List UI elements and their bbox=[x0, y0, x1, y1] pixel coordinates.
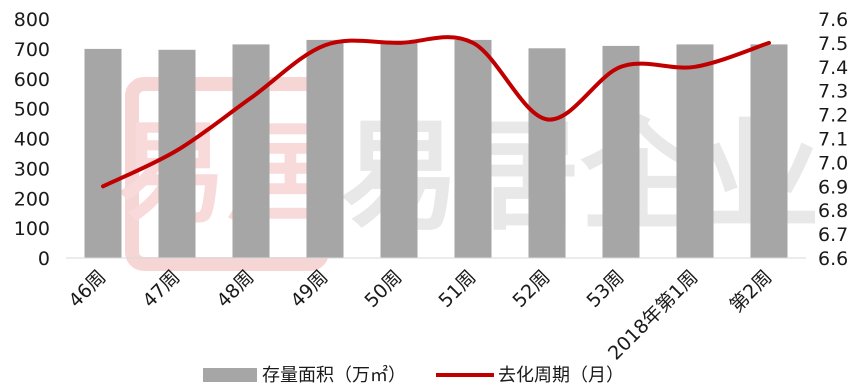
bar-3 bbox=[306, 39, 344, 259]
y-left-tick-label: 500 bbox=[14, 99, 50, 121]
y-right-tick-label: 7.5 bbox=[818, 33, 848, 55]
bar-7 bbox=[602, 45, 640, 259]
bar-6 bbox=[528, 48, 566, 258]
bar-8 bbox=[676, 44, 714, 259]
line-series bbox=[101, 35, 771, 189]
x-tick-label: 48周 bbox=[212, 266, 258, 312]
y-right-tick-label: 7.0 bbox=[818, 152, 848, 174]
y-right-tick-label: 7.1 bbox=[818, 129, 848, 151]
y-right-tick-label: 7.2 bbox=[818, 105, 848, 127]
y-right-tick-label: 6.6 bbox=[818, 248, 848, 270]
y-left-tick-label: 400 bbox=[14, 129, 50, 151]
watermark-seal-text: 易居 bbox=[117, 110, 337, 238]
y-axis-right: 6.66.76.86.97.07.17.27.37.47.57.6 bbox=[818, 9, 848, 270]
bar-series bbox=[84, 39, 788, 259]
watermark-text: 易居企业 bbox=[340, 108, 820, 247]
x-tick-label: 47周 bbox=[138, 266, 184, 312]
legend: 存量面积（万㎡） 去化周期（月） bbox=[203, 364, 624, 386]
legend-label-bar: 存量面积（万㎡） bbox=[262, 364, 406, 386]
legend-swatch-bar bbox=[203, 368, 257, 382]
bar-9 bbox=[750, 44, 788, 259]
y-right-tick-label: 6.7 bbox=[818, 224, 848, 246]
y-right-tick-label: 6.9 bbox=[818, 176, 848, 198]
y-axis-left: 0 100 200 300 400 500 600 700 800 bbox=[14, 9, 50, 270]
y-left-tick-label: 300 bbox=[14, 158, 50, 180]
y-right-tick-label: 7.4 bbox=[818, 57, 848, 79]
y-right-tick-label: 6.8 bbox=[818, 200, 848, 222]
y-left-tick-label: 700 bbox=[14, 39, 50, 61]
x-tick-label: 52周 bbox=[508, 266, 554, 312]
x-tick-label: 50周 bbox=[360, 266, 406, 312]
bar-4 bbox=[380, 40, 418, 258]
x-tick-label: 51周 bbox=[434, 266, 480, 312]
x-tick-label: 46周 bbox=[64, 266, 110, 312]
x-tick-label: 第2周 bbox=[726, 266, 777, 317]
y-left-tick-label: 0 bbox=[38, 248, 50, 270]
x-tick-label: 53周 bbox=[582, 266, 628, 312]
watermark: 易居 易居企业 bbox=[117, 77, 820, 271]
y-left-tick-label: 200 bbox=[14, 188, 50, 210]
x-tick-label: 49周 bbox=[286, 266, 332, 312]
bar-5 bbox=[454, 39, 492, 259]
y-right-tick-label: 7.3 bbox=[818, 81, 848, 103]
y-left-tick-label: 800 bbox=[14, 9, 50, 31]
y-left-tick-label: 600 bbox=[14, 69, 50, 91]
bar-1 bbox=[158, 49, 196, 258]
y-left-tick-label: 100 bbox=[14, 218, 50, 240]
legend-label-line: 去化周期（月） bbox=[498, 365, 624, 386]
bar-2 bbox=[232, 44, 270, 259]
y-right-tick-label: 7.6 bbox=[818, 9, 848, 31]
bar-0 bbox=[84, 48, 122, 259]
